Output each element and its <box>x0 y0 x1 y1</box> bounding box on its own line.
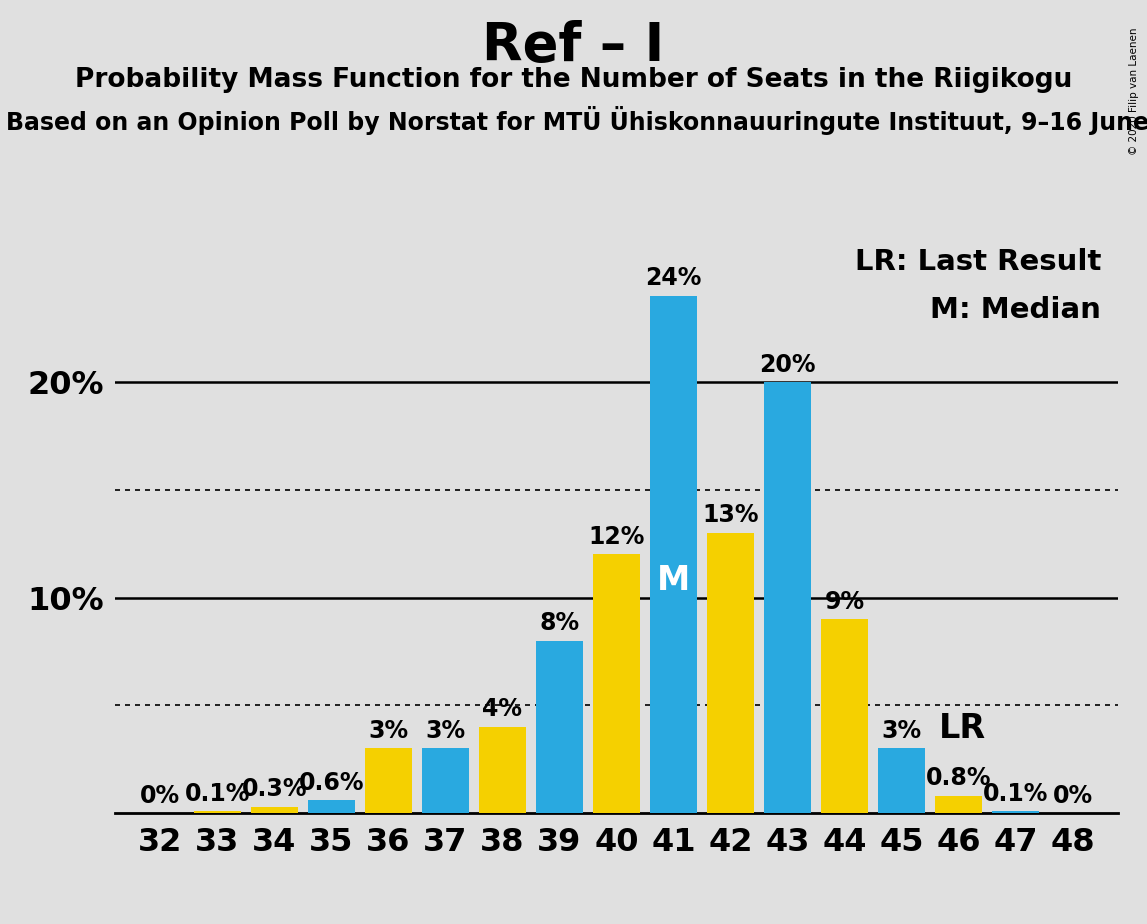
Bar <box>992 811 1039 813</box>
Text: 0.8%: 0.8% <box>926 767 991 791</box>
Text: 3%: 3% <box>368 719 408 743</box>
Text: 0.1%: 0.1% <box>185 782 250 806</box>
Text: LR: Last Result: LR: Last Result <box>855 249 1101 276</box>
Text: 4%: 4% <box>483 698 523 722</box>
Text: 13%: 13% <box>702 504 759 528</box>
Text: LR: LR <box>938 712 985 745</box>
Text: M: Median: M: Median <box>930 296 1101 323</box>
Text: 12%: 12% <box>588 525 645 549</box>
Text: 9%: 9% <box>825 590 865 614</box>
Bar <box>593 554 640 813</box>
Bar <box>935 796 982 813</box>
Text: 20%: 20% <box>759 353 816 377</box>
Text: 0%: 0% <box>1053 784 1093 808</box>
Text: 0.1%: 0.1% <box>983 782 1048 806</box>
Text: 3%: 3% <box>882 719 922 743</box>
Bar <box>479 727 525 813</box>
Text: Probability Mass Function for the Number of Seats in the Riigikogu: Probability Mass Function for the Number… <box>75 67 1072 92</box>
Bar <box>650 296 697 813</box>
Text: © 2020 Filip van Laenen: © 2020 Filip van Laenen <box>1129 28 1139 155</box>
Bar <box>764 382 811 813</box>
Bar <box>821 619 868 813</box>
Text: 3%: 3% <box>426 719 466 743</box>
Bar <box>365 748 412 813</box>
Bar <box>194 811 241 813</box>
Text: 8%: 8% <box>539 612 579 636</box>
Bar <box>422 748 469 813</box>
Bar <box>251 807 298 813</box>
Bar <box>536 640 583 813</box>
Bar <box>708 533 754 813</box>
Text: 0.6%: 0.6% <box>298 771 364 795</box>
Text: 0%: 0% <box>140 784 180 808</box>
Text: Ref – I: Ref – I <box>483 20 664 72</box>
Text: 0.3%: 0.3% <box>242 777 307 801</box>
Bar <box>879 748 924 813</box>
Text: M: M <box>657 564 690 597</box>
Text: 24%: 24% <box>646 266 702 290</box>
Bar <box>309 800 354 813</box>
Text: Based on an Opinion Poll by Norstat for MTÜ Ühiskonnauuringute Instituut, 9–16 J: Based on an Opinion Poll by Norstat for … <box>6 106 1147 135</box>
